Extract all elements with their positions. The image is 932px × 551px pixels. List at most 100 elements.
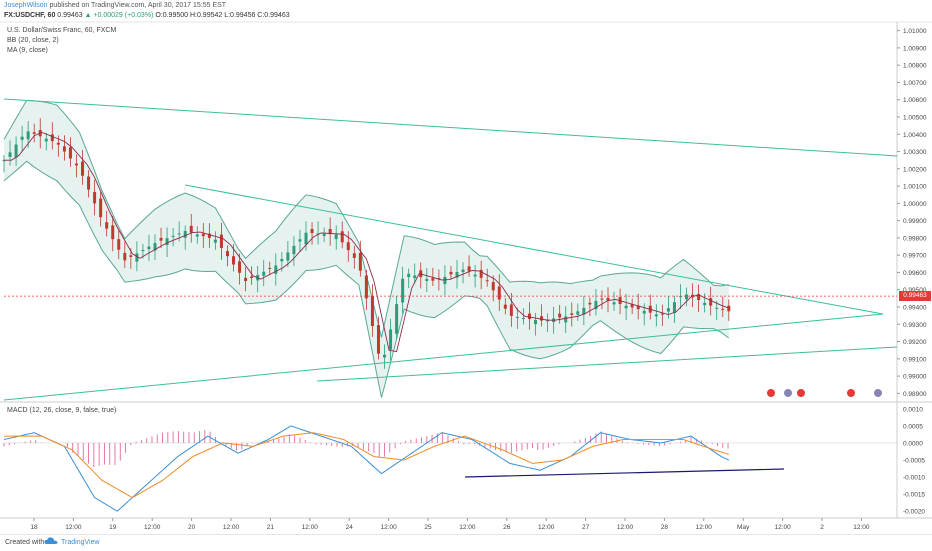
candle-body: [93, 192, 97, 204]
macd-legend[interactable]: MACD (12, 26, close, 9, false, true): [7, 407, 117, 414]
candle-body: [425, 278, 429, 281]
x-tick-label: 12:00: [774, 524, 791, 531]
author-link[interactable]: JosephWilson: [4, 2, 48, 9]
y-tick-label: 1.00500: [903, 115, 927, 122]
candle-body: [564, 316, 568, 323]
candle-body: [449, 271, 453, 275]
candle-body: [540, 316, 544, 321]
macd-y-tick-label: -0.0015: [903, 492, 925, 499]
candle-body: [672, 302, 676, 313]
candle-body: [455, 272, 459, 278]
ohlc-values: O:0.99500 H:0.99542 L:0.99456 C:0.99463: [155, 12, 290, 19]
y-tick-label: 0.98900: [903, 391, 927, 398]
candle-body: [159, 237, 163, 241]
candle-body: [44, 138, 48, 142]
tradingview-brand[interactable]: TradingView: [61, 539, 100, 546]
x-tick-label: 18: [30, 524, 38, 531]
candle-body: [274, 265, 278, 274]
candle-body: [244, 277, 248, 282]
candle-body: [383, 354, 387, 358]
candle-body: [177, 233, 181, 235]
candle-body: [521, 317, 525, 319]
candle-body: [401, 278, 405, 303]
x-tick-label: 12:00: [459, 524, 476, 531]
y-tick-label: 0.99300: [903, 322, 927, 329]
candle-body: [20, 136, 24, 140]
candle-body: [292, 245, 296, 255]
candle-body: [612, 302, 616, 305]
candle-body: [582, 307, 586, 315]
candle-body: [443, 276, 447, 285]
candle-body: [340, 231, 344, 243]
symbol-name: FX:USDCHF, 60: [4, 12, 56, 19]
candle-body: [286, 252, 290, 261]
candle-body: [105, 222, 109, 229]
candle-body: [370, 295, 374, 326]
candle-body: [527, 313, 531, 320]
candle-body: [727, 305, 731, 312]
candle-body: [334, 234, 338, 240]
last-price: 0.99463: [57, 12, 83, 19]
candle-body: [62, 146, 66, 152]
candle-body: [461, 269, 465, 273]
candle-body: [473, 274, 477, 277]
moving-average-line: [4, 131, 729, 353]
candle-body: [280, 258, 284, 262]
current-price-tag: 0.99463: [899, 291, 931, 302]
candle-body: [304, 232, 308, 245]
bollinger-lower-band: [3, 160, 730, 398]
instrument-legend[interactable]: U.S. Dollar/Swiss Franc, 60, FXCM: [7, 27, 117, 34]
tradingview-cloud-icon: [44, 537, 58, 544]
y-tick-label: 1.00400: [903, 132, 927, 139]
candle-body: [346, 242, 350, 251]
candle-body: [703, 302, 707, 306]
candle-body: [268, 267, 272, 269]
macd-y-tick-label: -0.0010: [903, 475, 925, 482]
ma-legend[interactable]: MA (9, close): [7, 47, 48, 54]
candle-body: [238, 261, 242, 273]
candle-body: [250, 276, 254, 278]
x-tick-label: 12:00: [617, 524, 634, 531]
candle-body: [491, 282, 495, 291]
y-tick-label: 1.00000: [903, 201, 927, 208]
candle-body: [497, 286, 501, 300]
macd-line: [3, 425, 730, 512]
x-tick-label: 12:00: [223, 524, 240, 531]
x-tick-label: 21: [267, 524, 275, 531]
candle-body: [515, 316, 519, 318]
candle-body: [389, 329, 393, 350]
x-tick-label: 12:00: [853, 524, 870, 531]
candle-body: [171, 235, 175, 237]
y-tick-label: 1.00100: [903, 184, 927, 191]
candle-body: [636, 305, 640, 310]
candle-body: [395, 304, 399, 334]
candle-body: [660, 313, 664, 315]
candle-body: [262, 271, 266, 276]
x-tick-label: 2: [820, 524, 824, 531]
x-tick-label: 25: [424, 524, 432, 531]
y-tick-label: 0.99800: [903, 235, 927, 242]
x-tick-label: 12:00: [302, 524, 319, 531]
candle-body: [225, 251, 229, 257]
candle-body: [195, 234, 199, 237]
descending-trendline: [184, 184, 884, 315]
candle-body: [721, 308, 725, 310]
ascending-trendline: [3, 313, 884, 401]
bb-legend[interactable]: BB (20, close, 2): [7, 37, 59, 44]
candle-body: [74, 163, 78, 166]
candle-body: [99, 198, 103, 218]
economic-event-icon: [783, 388, 793, 398]
macd-y-tick-label: 0.0005: [903, 423, 923, 430]
candle-body: [2, 160, 6, 162]
economic-event-icon: [766, 388, 776, 398]
candle-body: [189, 225, 193, 233]
economic-event-icon: [873, 388, 883, 398]
y-tick-label: 1.00300: [903, 149, 927, 156]
candle-body: [715, 307, 719, 309]
candle-body: [697, 294, 701, 301]
upper-trendline: [3, 98, 898, 157]
candle-body: [413, 275, 417, 279]
macd-y-tick-label: -0.0005: [903, 458, 925, 465]
candle-body: [219, 234, 223, 248]
